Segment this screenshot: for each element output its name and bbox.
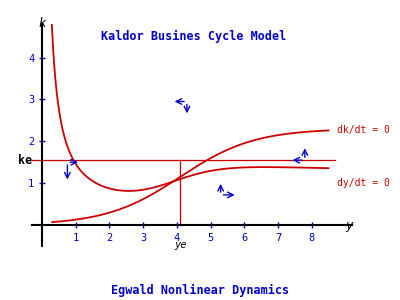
Text: ke: ke bbox=[18, 154, 33, 166]
Text: y: y bbox=[345, 219, 353, 232]
Text: dy/dt = 0: dy/dt = 0 bbox=[337, 178, 390, 188]
Text: Egwald Nonlinear Dynamics: Egwald Nonlinear Dynamics bbox=[111, 284, 289, 297]
Text: k: k bbox=[38, 17, 46, 30]
Text: dk/dt = 0: dk/dt = 0 bbox=[337, 124, 390, 135]
Text: ye: ye bbox=[174, 240, 186, 250]
Text: Kaldor Busines Cycle Model: Kaldor Busines Cycle Model bbox=[101, 30, 286, 44]
